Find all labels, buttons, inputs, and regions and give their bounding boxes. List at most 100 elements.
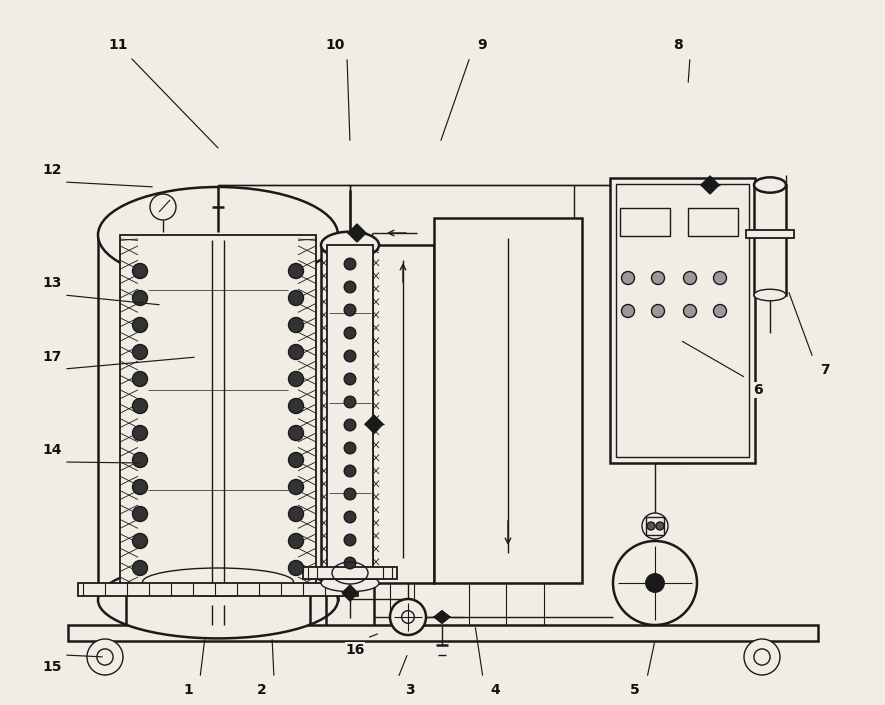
Circle shape: [344, 281, 356, 293]
Text: 17: 17: [42, 350, 62, 364]
Circle shape: [133, 534, 148, 548]
Circle shape: [133, 479, 148, 494]
Circle shape: [289, 506, 304, 522]
Bar: [321, 245, 379, 583]
Ellipse shape: [321, 232, 379, 258]
Text: 14: 14: [42, 443, 62, 457]
Circle shape: [289, 479, 304, 494]
Circle shape: [289, 426, 304, 441]
Circle shape: [133, 345, 148, 360]
Bar: [434, 218, 582, 583]
Circle shape: [344, 465, 356, 477]
Circle shape: [713, 271, 727, 285]
Text: 2: 2: [258, 683, 267, 697]
Text: 7: 7: [820, 363, 830, 377]
Ellipse shape: [754, 178, 786, 192]
Circle shape: [289, 372, 304, 386]
Circle shape: [390, 599, 426, 635]
Bar: [754, 185, 786, 295]
Bar: [78, 583, 358, 596]
Circle shape: [344, 350, 356, 362]
Circle shape: [651, 271, 665, 285]
Circle shape: [344, 442, 356, 454]
Polygon shape: [342, 585, 358, 601]
Circle shape: [289, 345, 304, 360]
Circle shape: [133, 453, 148, 467]
Circle shape: [402, 611, 414, 623]
Bar: [372, 245, 434, 583]
Circle shape: [133, 506, 148, 522]
Polygon shape: [348, 224, 366, 242]
Circle shape: [344, 396, 356, 407]
Text: 1: 1: [183, 683, 193, 697]
Ellipse shape: [754, 289, 786, 301]
Circle shape: [289, 453, 304, 467]
Circle shape: [646, 574, 665, 592]
Circle shape: [133, 264, 148, 278]
Circle shape: [613, 541, 697, 625]
Circle shape: [683, 305, 696, 317]
Bar: [120, 235, 316, 590]
Circle shape: [656, 522, 664, 530]
Circle shape: [133, 372, 148, 386]
Bar: [646, 517, 664, 535]
Circle shape: [647, 522, 655, 530]
Circle shape: [621, 305, 635, 317]
Circle shape: [289, 534, 304, 548]
Circle shape: [344, 327, 356, 339]
Circle shape: [87, 639, 123, 675]
Circle shape: [344, 373, 356, 385]
Text: 12: 12: [42, 163, 62, 177]
Text: 4: 4: [490, 683, 500, 697]
Bar: [98, 235, 338, 600]
Circle shape: [344, 258, 356, 270]
Circle shape: [96, 649, 113, 665]
Circle shape: [744, 639, 780, 675]
Ellipse shape: [98, 187, 338, 283]
Polygon shape: [365, 415, 383, 433]
Circle shape: [621, 271, 635, 285]
Text: 8: 8: [673, 38, 683, 52]
Bar: [620, 208, 670, 236]
Circle shape: [754, 649, 770, 665]
Text: 9: 9: [477, 38, 487, 52]
Bar: [303, 567, 397, 579]
Circle shape: [289, 317, 304, 333]
Text: 6: 6: [753, 383, 763, 397]
Circle shape: [133, 398, 148, 414]
Circle shape: [344, 534, 356, 546]
Circle shape: [344, 557, 356, 569]
Circle shape: [289, 290, 304, 305]
Text: 3: 3: [405, 683, 415, 697]
Circle shape: [133, 290, 148, 305]
Text: 10: 10: [326, 38, 344, 52]
Circle shape: [150, 194, 176, 220]
Ellipse shape: [98, 562, 338, 639]
Bar: [327, 245, 373, 579]
Circle shape: [133, 426, 148, 441]
Bar: [688, 208, 738, 236]
Bar: [68, 625, 818, 641]
Circle shape: [642, 513, 668, 539]
Bar: [616, 184, 749, 457]
Circle shape: [344, 304, 356, 316]
Circle shape: [289, 560, 304, 575]
Circle shape: [344, 511, 356, 523]
Bar: [610, 178, 755, 463]
Text: 11: 11: [108, 38, 127, 52]
Text: 13: 13: [42, 276, 62, 290]
Circle shape: [133, 317, 148, 333]
Circle shape: [344, 419, 356, 431]
Circle shape: [344, 488, 356, 500]
Text: 5: 5: [630, 683, 640, 697]
Circle shape: [713, 305, 727, 317]
Circle shape: [289, 398, 304, 414]
Text: 16: 16: [345, 643, 365, 657]
Text: 15: 15: [42, 660, 62, 674]
Bar: [746, 231, 794, 238]
Circle shape: [651, 305, 665, 317]
Ellipse shape: [321, 575, 379, 591]
Circle shape: [133, 560, 148, 575]
Polygon shape: [701, 176, 719, 194]
Circle shape: [683, 271, 696, 285]
